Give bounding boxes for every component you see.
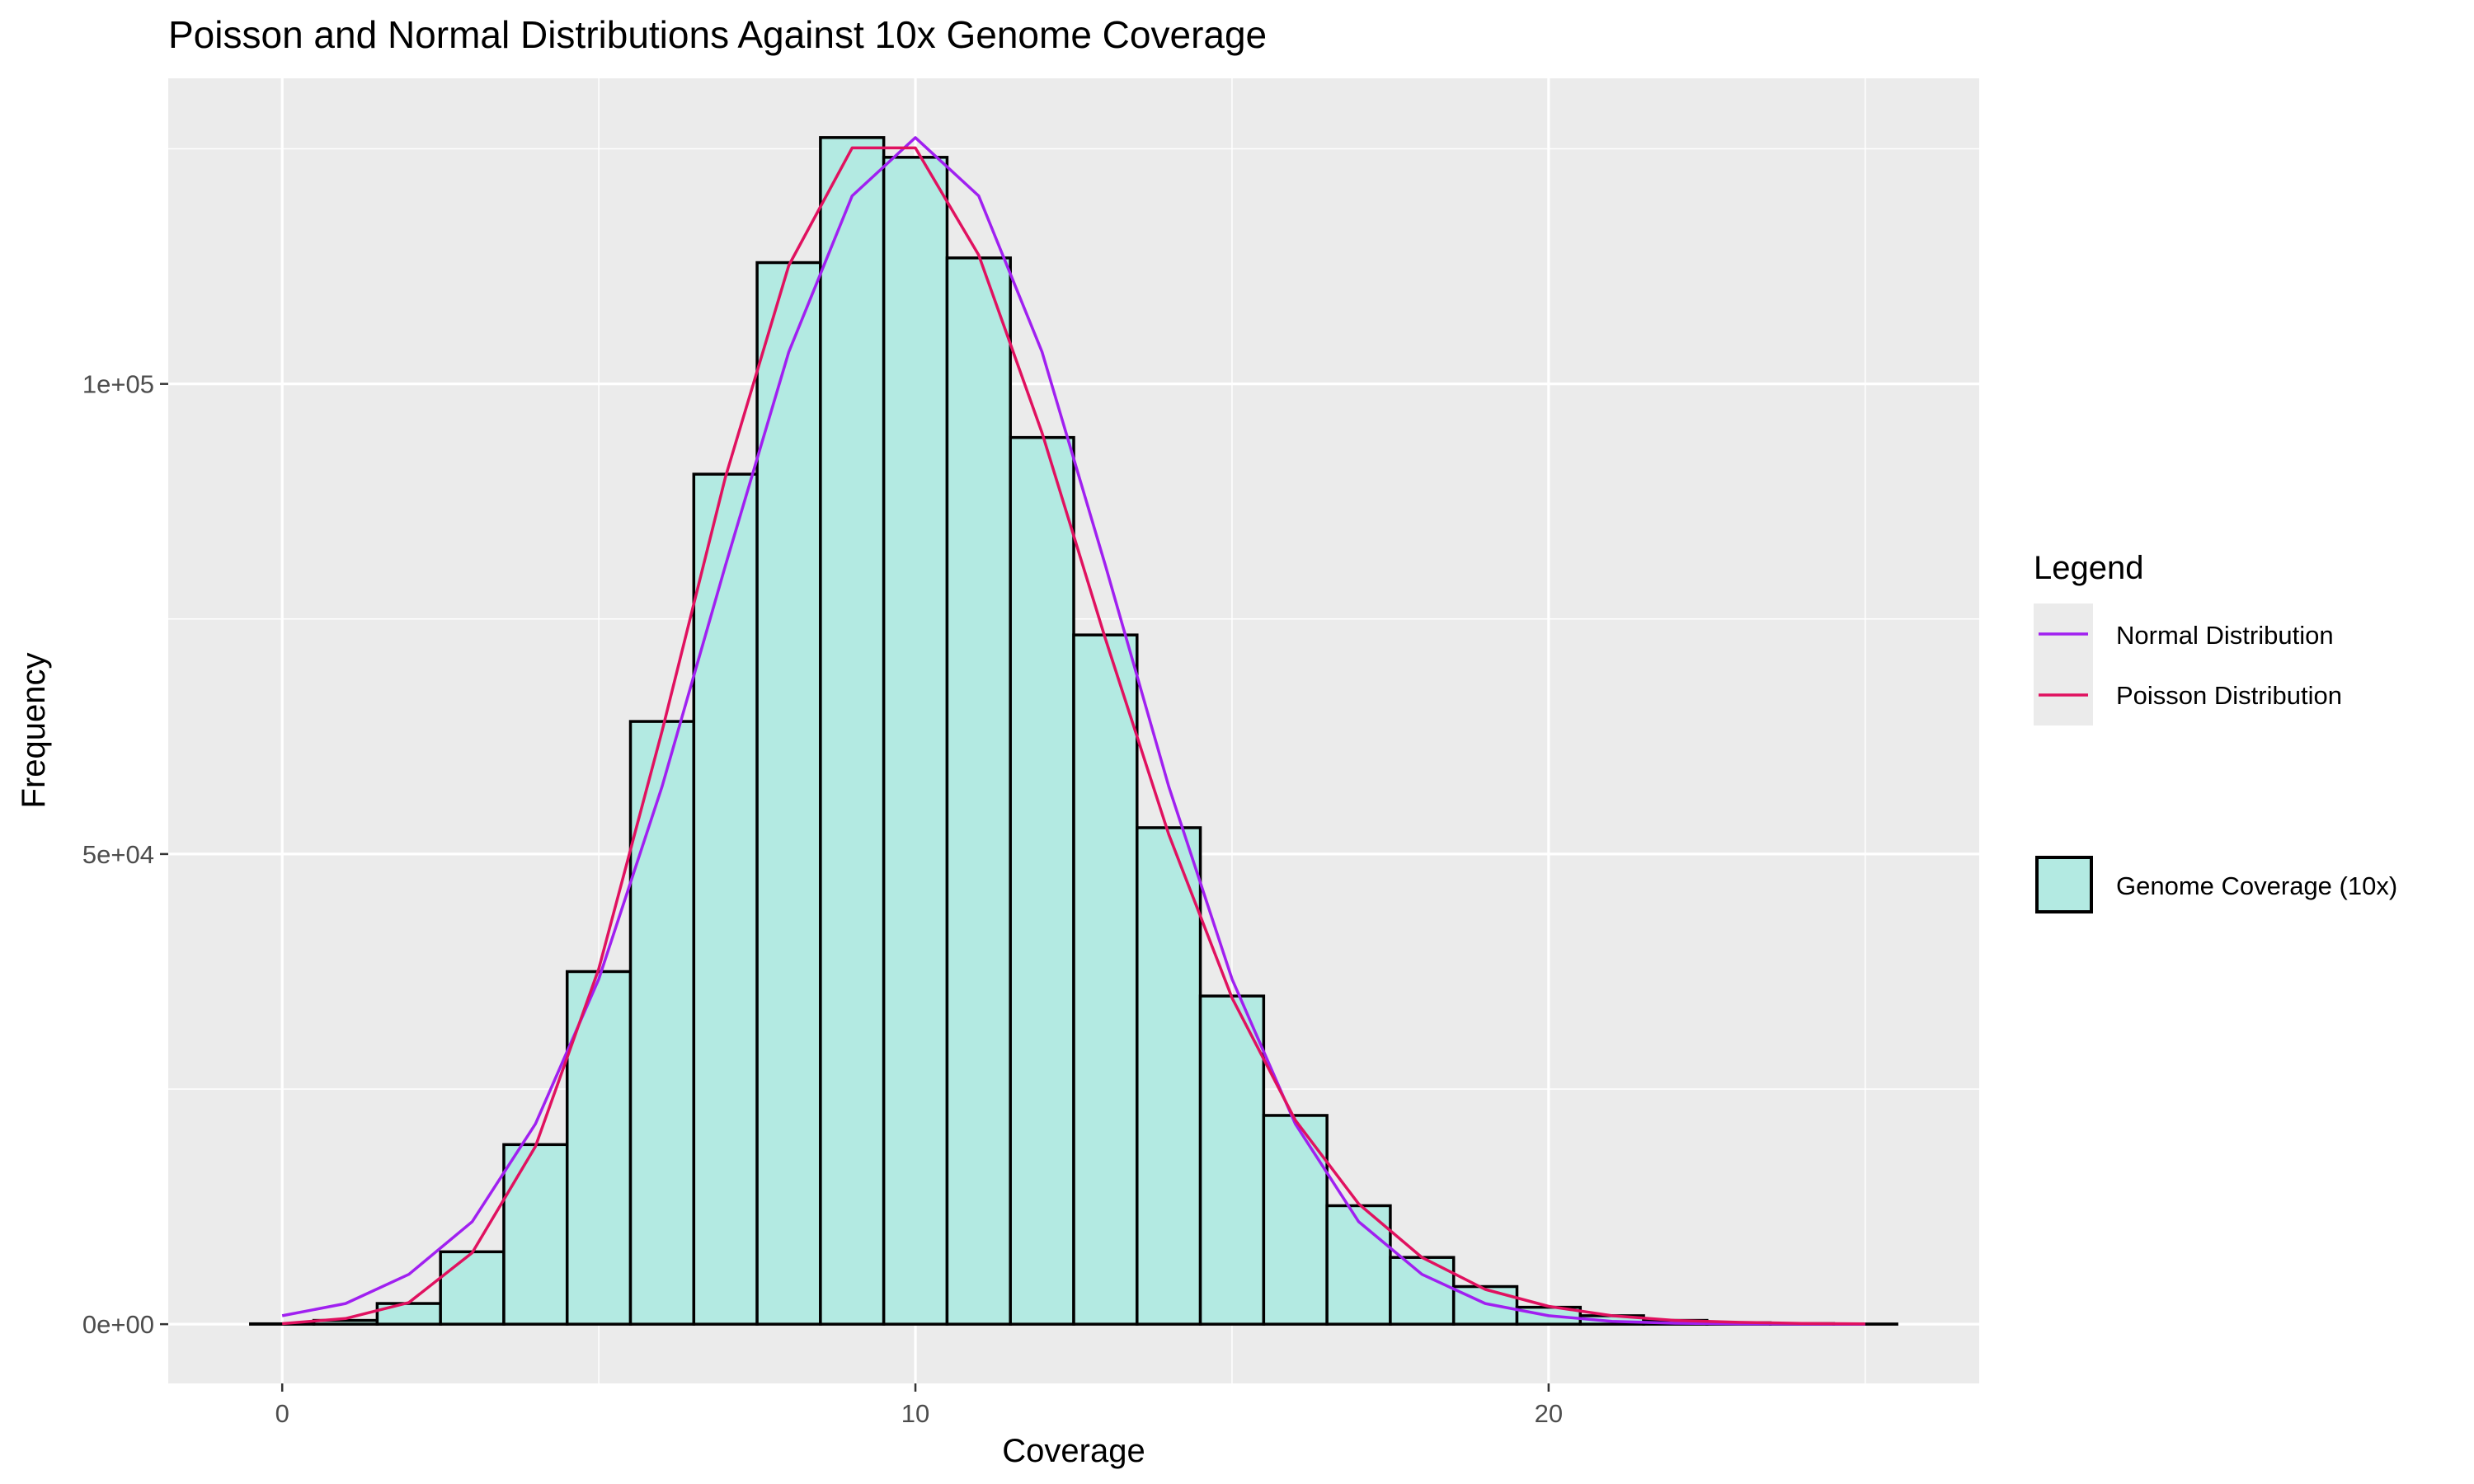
histogram-bar [1136, 826, 1202, 1326]
y-tick-label: 0e+00 [82, 1310, 154, 1339]
histogram-bar [1198, 994, 1266, 1326]
histogram-bar [945, 256, 1012, 1326]
normal-distribution-line [281, 136, 1865, 1326]
y-tick-label: 5e+04 [82, 840, 154, 869]
histogram-bar [375, 1302, 442, 1326]
histogram-bar [1325, 1204, 1392, 1326]
histogram-bar [1009, 435, 1075, 1326]
legend-label-coverage: Genome Coverage (10x) [2116, 871, 2397, 900]
legend: Legend Normal Distribution Poisson Distr… [2034, 550, 2397, 913]
legend-title: Legend [2034, 550, 2143, 586]
poisson-distribution-line [282, 146, 1865, 1326]
x-axis-title: Coverage [1002, 1433, 1145, 1469]
histogram-bar [439, 1250, 506, 1326]
histogram-bar [1262, 1114, 1329, 1326]
x-tick-label: 0 [275, 1399, 289, 1428]
x-tick-label: 10 [901, 1399, 929, 1428]
legend-key-coverage [2035, 856, 2093, 913]
histogram-bar [565, 970, 633, 1326]
x-tick-label: 20 [1535, 1399, 1563, 1428]
y-axis-title: Frequency [16, 653, 52, 809]
y-tick-label: 1e+05 [82, 370, 154, 399]
histogram-bar [1072, 633, 1139, 1326]
chart-title: Poisson and Normal Distributions Against… [168, 13, 1267, 56]
legend-label-poisson: Poisson Distribution [2116, 681, 2342, 710]
legend-label-normal: Normal Distribution [2116, 621, 2334, 650]
y-axis-ticks: 0e+00 5e+04 1e+05 [82, 370, 168, 1339]
histogram-bar [882, 156, 949, 1326]
histogram-bar [819, 136, 886, 1326]
histogram-bar [692, 472, 759, 1326]
histogram-bar [628, 720, 696, 1326]
distribution-lines [281, 136, 1865, 1326]
x-axis-ticks: 0 10 20 [275, 1383, 1563, 1428]
histogram-bar [755, 261, 822, 1326]
legend-line-keys-bg [2034, 603, 2093, 726]
histogram-bar [502, 1143, 569, 1326]
histogram-bars [249, 136, 1898, 1326]
